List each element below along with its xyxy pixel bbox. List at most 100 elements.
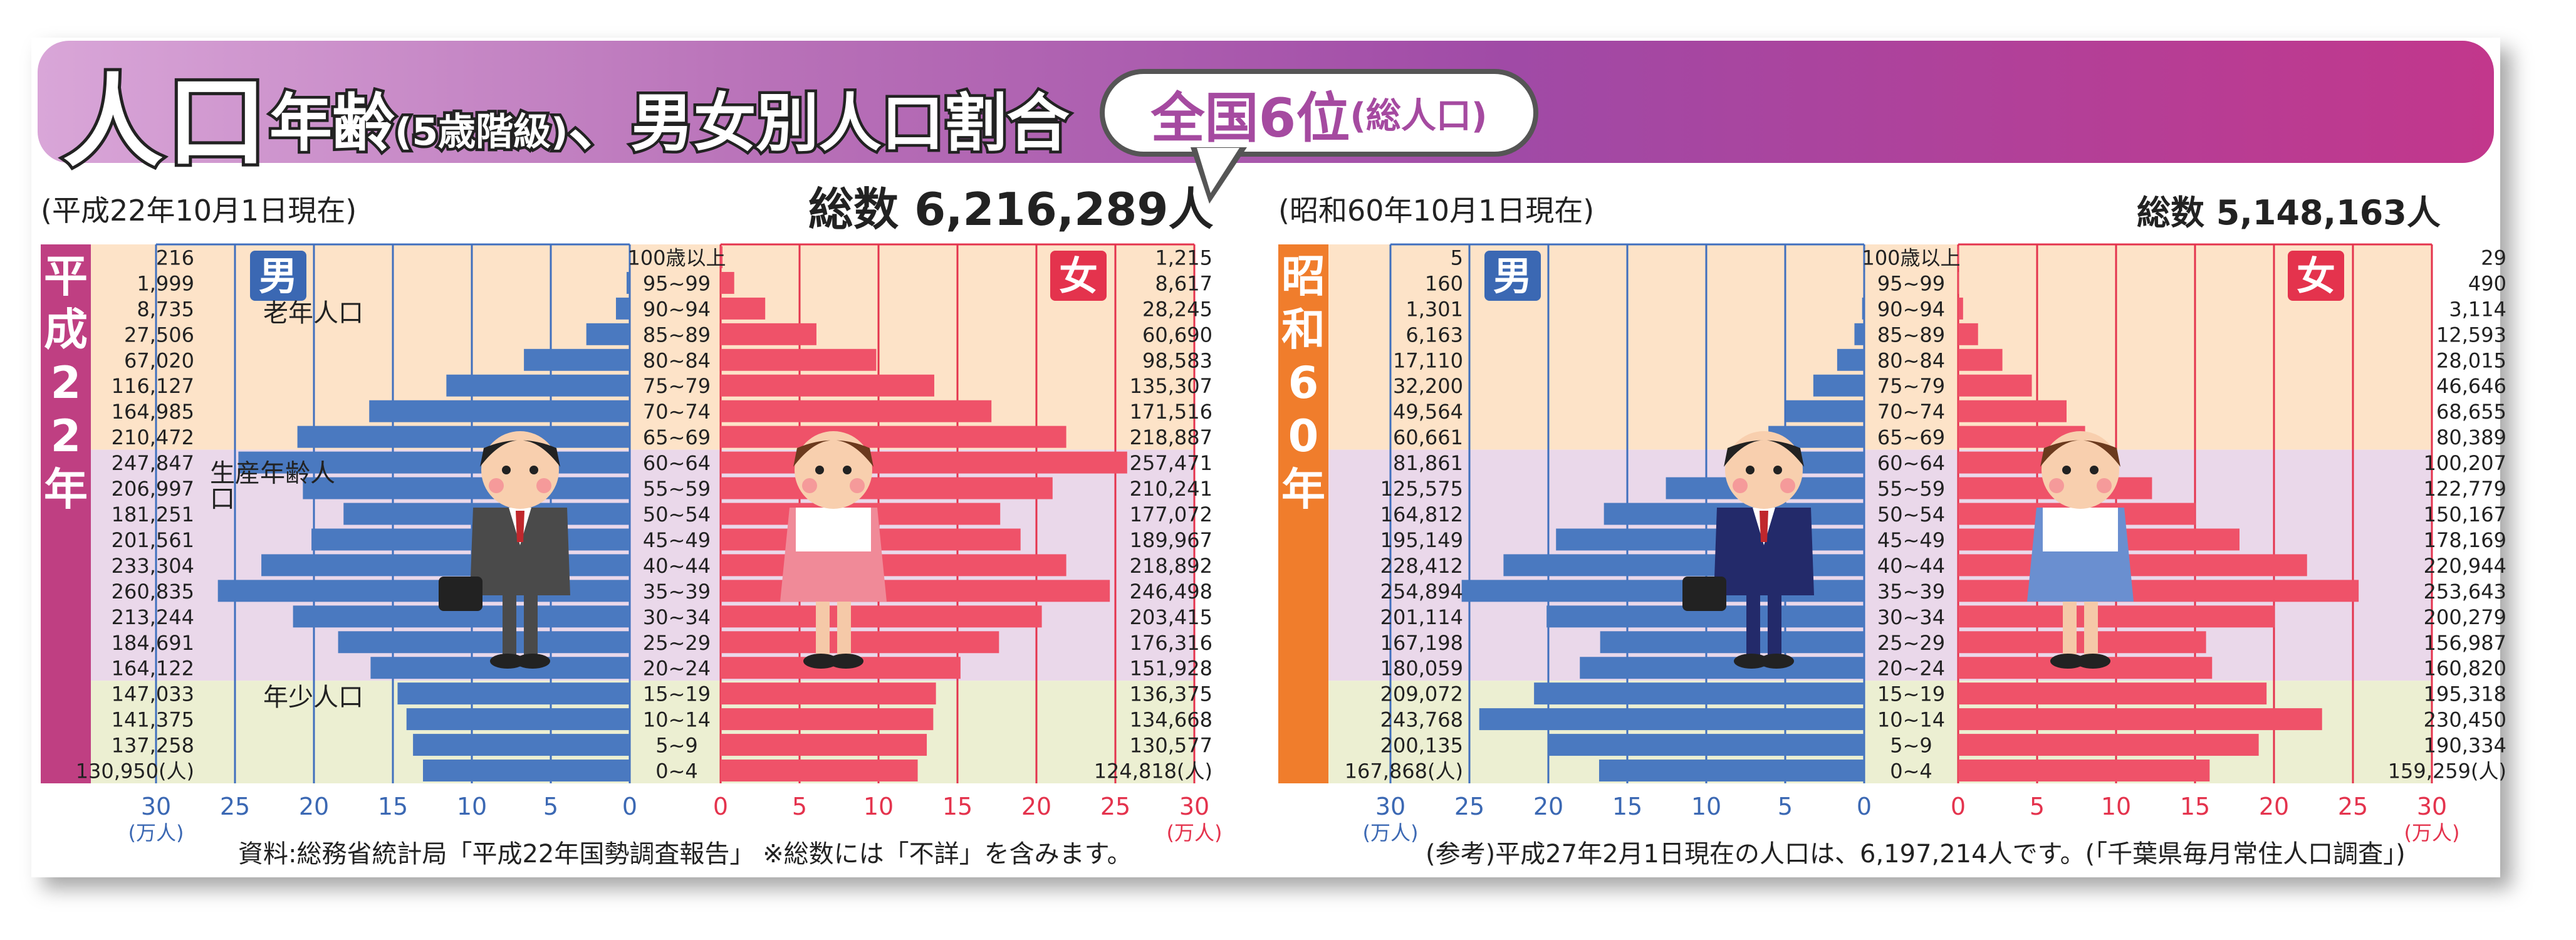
p0-male-value-label: 130,950(人) xyxy=(76,760,194,783)
p0-bar-male xyxy=(615,297,630,320)
p1-male-value-label: 160 xyxy=(1425,271,1463,295)
p1-age-category-label: 15~19 xyxy=(1877,682,1945,706)
p0-female-value-label: 1,215 xyxy=(1155,246,1212,269)
p0-female-badge xyxy=(1050,251,1107,301)
p0-female-value-label: 98,583 xyxy=(1142,348,1212,372)
p1-bar-male xyxy=(1862,297,1864,320)
p0-era-char: 成 xyxy=(44,304,88,355)
p0-male-value-label: 233,304 xyxy=(112,554,194,578)
p0-female-figure-cheek xyxy=(802,478,817,493)
p1-bar-female xyxy=(1958,297,1963,320)
p1-bar-male xyxy=(1548,734,1864,756)
p1-xtick-female: 0 xyxy=(1951,793,1966,820)
p0-age-category-label: 55~59 xyxy=(643,477,711,501)
p0-bar-male xyxy=(626,271,630,294)
p0-bar-female xyxy=(721,400,992,422)
p1-female-value-label: 28,015 xyxy=(2436,348,2506,372)
p0-female-figure-leg xyxy=(816,589,830,658)
p1-female-figure-eye xyxy=(2090,466,2099,474)
p1-xtick-male: 0 xyxy=(1857,793,1872,820)
p0-male-value-label: 67,020 xyxy=(124,348,194,372)
p1-bar-male xyxy=(1598,760,1864,781)
p0-female-figure-head xyxy=(795,431,872,509)
p0-bar-female xyxy=(721,708,934,731)
p1-male-figure-shoe xyxy=(1759,654,1794,669)
rank-badge-text: 全国6位 xyxy=(1150,86,1350,150)
p1-xtick-male: 25 xyxy=(1454,793,1484,820)
p1-bar-female xyxy=(1958,605,2275,628)
p0-xtick-female: 15 xyxy=(942,793,973,820)
p1-bar-male xyxy=(1786,400,1864,422)
p0-age-category-label: 60~64 xyxy=(643,451,711,475)
p0-male-figure-shoe xyxy=(490,654,525,669)
p1-female-value-label: 156,987 xyxy=(2424,631,2506,655)
p0-female-value-label: 124,818(人) xyxy=(1094,760,1212,783)
p1-male-figure-eye xyxy=(1773,466,1782,474)
p0-female-value-label: 171,516 xyxy=(1130,400,1212,424)
p1-bar-male xyxy=(1580,657,1864,679)
p0-age-category-label: 50~54 xyxy=(643,503,711,526)
p0-female-figure-shoe xyxy=(828,654,863,669)
p1-age-category-label: 35~39 xyxy=(1877,580,1945,603)
p1-bar-male xyxy=(1479,708,1864,731)
p1-male-value-label: 164,812 xyxy=(1380,503,1463,526)
p0-male-value-label: 181,251 xyxy=(112,503,194,526)
p0-female-value-label: 135,307 xyxy=(1130,374,1212,398)
p1-age-category-label: 55~59 xyxy=(1877,477,1945,501)
p0-bar-male xyxy=(261,554,630,577)
p0-era-char: 平 xyxy=(44,251,88,302)
p1-age-category-label: 75~79 xyxy=(1877,374,1945,398)
p1-male-value-label: 195,149 xyxy=(1380,528,1463,552)
p1-xtick-male: 5 xyxy=(1778,793,1793,820)
p1-male-figure-leg xyxy=(1746,589,1760,658)
p0-male-figure-eye xyxy=(529,466,538,474)
p1-age-category-label: 45~49 xyxy=(1877,528,1945,552)
p0-xtick-female: 10 xyxy=(863,793,894,820)
p1-xtick-female: 30 xyxy=(2417,793,2447,820)
p1-xtick-female: 10 xyxy=(2101,793,2131,820)
right-date-note: (昭和60年10月1日現在) xyxy=(1278,194,1595,227)
p0-female-value-label: 218,892 xyxy=(1130,554,1212,578)
p0-age-category-label: 20~24 xyxy=(643,657,711,681)
p0-male-figure-leg xyxy=(524,589,538,658)
left-source: 資料:総務省統計局「平成22年国勢調査報告」 ※総数には「不詳」を含みます。 xyxy=(238,840,1132,869)
p1-female-value-label: 230,450 xyxy=(2424,708,2506,732)
p0-age-category-label: 25~29 xyxy=(643,631,711,655)
p1-female-value-label: 68,655 xyxy=(2436,400,2506,424)
p0-bar-female xyxy=(721,374,934,397)
p1-male-figure-hair xyxy=(1724,440,1804,467)
p1-female-value-label: 80,389 xyxy=(2436,426,2506,449)
p1-age-category-label: 95~99 xyxy=(1877,271,1945,295)
p0-bar-female xyxy=(721,477,1053,499)
p1-bar-male xyxy=(1813,374,1864,397)
page-subtitle: 年齢(5歳階級)、男女別人口割合 xyxy=(267,72,1073,163)
left-date-note: (平成22年10月1日現在) xyxy=(41,194,357,227)
p1-male-value-label: 180,059 xyxy=(1380,657,1463,681)
p1-male-figure-body xyxy=(1714,508,1814,595)
p1-female-badge xyxy=(2288,251,2344,301)
p0-bar-male xyxy=(369,400,630,422)
p0-bar-female xyxy=(721,682,936,705)
p1-female-value-label: 220,944 xyxy=(2424,554,2506,578)
p1-age-category-label: 50~54 xyxy=(1877,503,1945,526)
p0-male-figure-cheek xyxy=(536,478,551,493)
p1-male-value-label: 5 xyxy=(1451,246,1463,269)
p1-female-figure-hair xyxy=(2040,440,2120,467)
p0-female-value-label: 189,967 xyxy=(1130,528,1212,552)
p1-female-value-label: 122,779 xyxy=(2424,477,2506,501)
p0-female-value-label: 176,316 xyxy=(1130,631,1212,655)
p1-female-value-label: 253,643 xyxy=(2424,580,2506,603)
p0-female-figure-leg xyxy=(837,589,851,658)
p0-age-category-label: 70~74 xyxy=(643,400,711,424)
p1-age-category-label: 30~34 xyxy=(1877,605,1945,629)
p1-female-figure-shoe xyxy=(2050,654,2085,669)
p1-xunit-female: (万人) xyxy=(2404,821,2460,845)
p1-age-category-label: 80~84 xyxy=(1877,348,1945,372)
p1-bar-female xyxy=(1958,580,2359,602)
p1-era-char: 6 xyxy=(1288,357,1319,409)
p0-male-figure-leg xyxy=(503,589,516,658)
p1-male-value-label: 228,412 xyxy=(1380,554,1463,578)
p1-male-figure-leg xyxy=(1768,589,1781,658)
p1-bar-female xyxy=(1958,374,2032,397)
p0-bar-male xyxy=(303,477,630,499)
